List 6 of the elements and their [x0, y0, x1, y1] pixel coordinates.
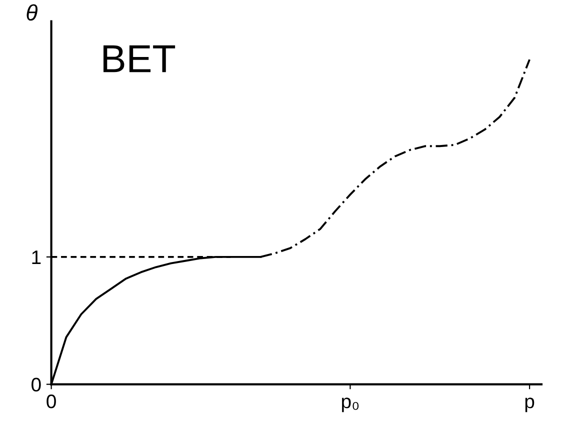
annotation: BET	[104, 45, 176, 72]
y-axis-title: θ	[26, 4, 38, 21]
y-tick-label: 1	[32, 250, 41, 264]
x-tick-label: p₀	[342, 398, 359, 412]
x-tick-label: p	[525, 398, 534, 412]
x-tick-label: 0	[46, 394, 56, 408]
